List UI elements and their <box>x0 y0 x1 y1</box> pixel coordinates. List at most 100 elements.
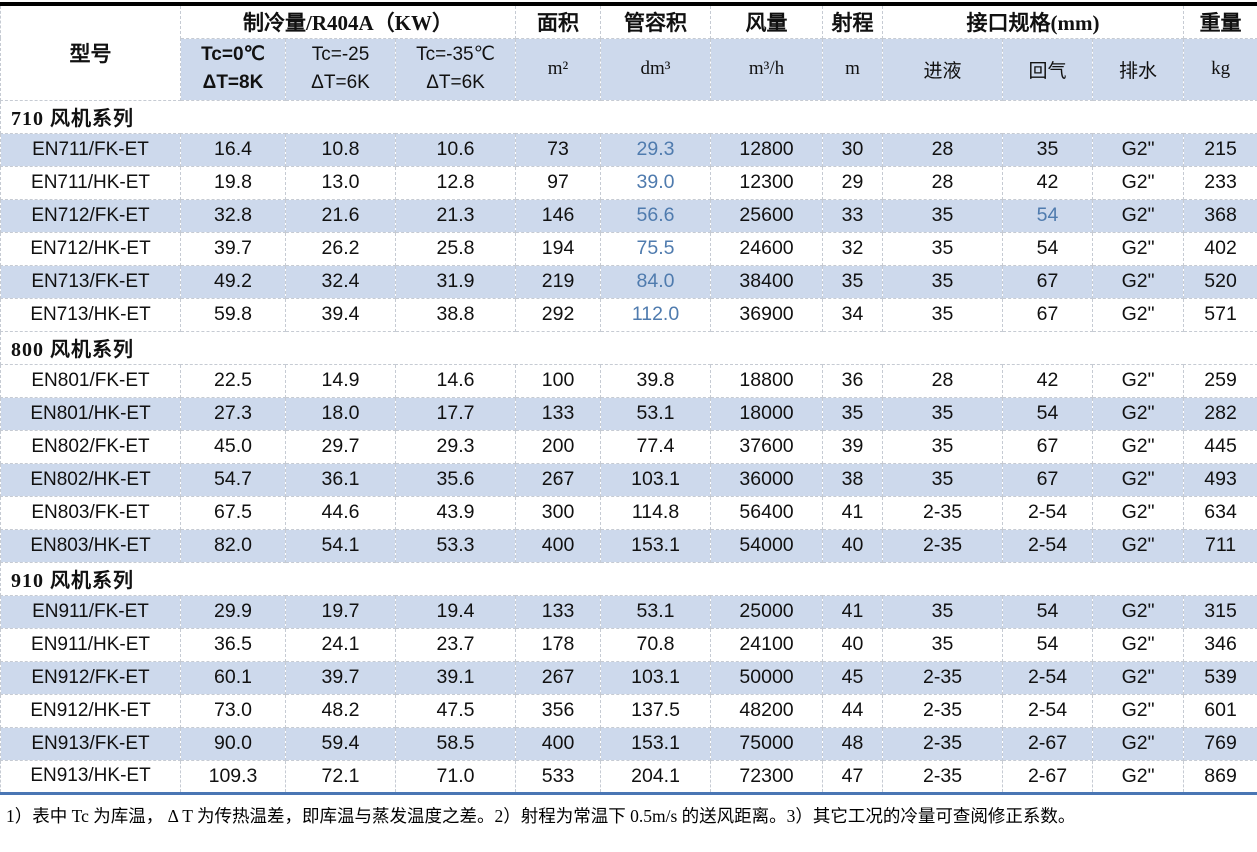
tc35-capacity-cell: 25.8 <box>394 231 517 266</box>
throw-cell: 35 <box>822 264 884 299</box>
tc35-capacity-cell: 58.5 <box>394 726 517 761</box>
tc0-condition: Tc=0℃ <box>201 43 265 65</box>
area-cell: 194 <box>515 231 602 266</box>
table-row: EN801/FK-ET 22.5 14.9 14.6 100 39.8 18800 36 28 4… <box>0 363 1257 398</box>
col-model-header: 型号 <box>0 3 181 101</box>
table-row: EN803/FK-ET 67.5 44.6 43.9 300 114.8 56400 41 2-… <box>0 495 1257 530</box>
tube-volume-cell: 39.0 <box>600 165 712 200</box>
gas-return-cell: 67 <box>1002 462 1094 497</box>
tc35-capacity-cell: 39.1 <box>394 660 517 695</box>
tc0-capacity-cell: 73.0 <box>180 693 286 728</box>
table-row: EN712/FK-ET 32.8 21.6 21.3 146 56.6 25600 33 35 5… <box>0 198 1257 233</box>
tc0-capacity-cell: 36.5 <box>180 627 286 662</box>
weight-cell: 493 <box>1183 462 1257 497</box>
throw-cell: 32 <box>822 231 884 266</box>
table-row: EN913/FK-ET 90.0 59.4 58.5 400 153.1 75000 48 2-… <box>0 726 1257 761</box>
model-cell: EN713/HK-ET <box>0 297 181 332</box>
col-area-header: 面积 <box>515 3 602 39</box>
tube-volume-cell: 84.0 <box>600 264 712 299</box>
col-group-connections: 接口规格(mm) <box>882 3 1185 39</box>
liquid-inlet-cell: 35 <box>882 627 1004 662</box>
area-cell: 100 <box>515 363 602 398</box>
gas-return-cell: 42 <box>1002 165 1094 200</box>
col-group-cooling-capacity: 制冷量/R404A（KW） <box>179 3 517 39</box>
model-cell: EN912/FK-ET <box>0 660 181 695</box>
tc25-capacity-cell: 54.1 <box>285 528 396 563</box>
drain-cell: G2" <box>1092 231 1185 266</box>
tube-volume-cell: 53.1 <box>600 396 712 431</box>
col-liquid-inlet-header: 进液 <box>882 37 1004 101</box>
tc25-capacity-cell: 39.4 <box>285 297 396 332</box>
gas-return-cell: 2-67 <box>1002 726 1094 761</box>
table-row: EN912/HK-ET 73.0 48.2 47.5 356 137.5 48200 44 2-… <box>0 693 1257 728</box>
weight-cell: 711 <box>1183 528 1257 563</box>
model-cell: EN713/FK-ET <box>0 264 181 299</box>
area-cell: 356 <box>515 693 602 728</box>
gas-return-cell: 54 <box>1002 594 1094 629</box>
col-tc0-subheader: Tc=0℃ ΔT=8K <box>180 37 286 101</box>
tc0-capacity-cell: 60.1 <box>180 660 286 695</box>
tc35-condition: Tc=-35℃ <box>416 43 495 65</box>
weight-cell: 601 <box>1183 693 1257 728</box>
tube-volume-cell: 70.8 <box>600 627 712 662</box>
tc25-capacity-cell: 72.1 <box>285 759 396 794</box>
table-row: EN711/FK-ET 16.4 10.8 10.6 73 29.3 12800 30 28 35… <box>0 132 1257 167</box>
throw-cell: 47 <box>822 759 884 794</box>
model-cell: EN912/HK-ET <box>0 693 181 728</box>
drain-cell: G2" <box>1092 396 1185 431</box>
tc25-capacity-cell: 21.6 <box>285 198 396 233</box>
throw-unit: m <box>822 37 884 101</box>
gas-return-cell: 2-54 <box>1002 528 1094 563</box>
gas-return-cell: 54 <box>1002 627 1094 662</box>
air-flow-cell: 24600 <box>710 231 824 266</box>
tc35-capacity-cell: 19.4 <box>394 594 517 629</box>
section-title: 910 风机系列 <box>0 561 1257 596</box>
tube-volume-cell: 56.6 <box>600 198 712 233</box>
liquid-inlet-cell: 35 <box>882 429 1004 464</box>
air-flow-cell: 48200 <box>710 693 824 728</box>
weight-unit: kg <box>1183 37 1257 101</box>
table-row: EN803/HK-ET 82.0 54.1 53.3 400 153.1 54000 40 2-… <box>0 528 1257 563</box>
col-drain-header: 排水 <box>1092 37 1185 101</box>
table-row: EN712/HK-ET 39.7 26.2 25.8 194 75.5 24600 32 35 5… <box>0 231 1257 266</box>
air-flow-cell: 50000 <box>710 660 824 695</box>
header-row-units: Tc=0℃ ΔT=8K Tc=-25 ΔT=6K Tc=-35℃ ΔT=6K m… <box>1 37 1257 101</box>
tube-volume-cell: 53.1 <box>600 594 712 629</box>
tube-volume-cell: 103.1 <box>600 462 712 497</box>
area-cell: 219 <box>515 264 602 299</box>
throw-cell: 40 <box>822 627 884 662</box>
tc25-capacity-cell: 39.7 <box>285 660 396 695</box>
drain-cell: G2" <box>1092 264 1185 299</box>
throw-cell: 33 <box>822 198 884 233</box>
model-cell: EN803/FK-ET <box>0 495 181 530</box>
tc25-capacity-cell: 13.0 <box>285 165 396 200</box>
area-cell: 300 <box>515 495 602 530</box>
weight-cell: 869 <box>1183 759 1257 794</box>
air-flow-cell: 75000 <box>710 726 824 761</box>
tc35-capacity-cell: 12.8 <box>394 165 517 200</box>
model-cell: EN711/HK-ET <box>0 165 181 200</box>
col-gas-return-header: 回气 <box>1002 37 1094 101</box>
tc35-capacity-cell: 43.9 <box>394 495 517 530</box>
tc0-capacity-cell: 29.9 <box>180 594 286 629</box>
table-row: EN911/FK-ET 29.9 19.7 19.4 133 53.1 25000 41 35 5… <box>0 594 1257 629</box>
throw-cell: 45 <box>822 660 884 695</box>
drain-cell: G2" <box>1092 363 1185 398</box>
area-cell: 400 <box>515 726 602 761</box>
weight-cell: 571 <box>1183 297 1257 332</box>
liquid-inlet-cell: 35 <box>882 231 1004 266</box>
table-row: EN802/HK-ET 54.7 36.1 35.6 267 103.1 36000 38 35… <box>0 462 1257 497</box>
air-flow-cell: 37600 <box>710 429 824 464</box>
weight-cell: 445 <box>1183 429 1257 464</box>
tc25-capacity-cell: 26.2 <box>285 231 396 266</box>
liquid-inlet-cell: 35 <box>882 396 1004 431</box>
gas-return-cell: 67 <box>1002 264 1094 299</box>
model-cell: EN802/HK-ET <box>0 462 181 497</box>
throw-cell: 39 <box>822 429 884 464</box>
air-flow-cell: 12800 <box>710 132 824 167</box>
area-cell: 200 <box>515 429 602 464</box>
table-row: EN711/HK-ET 19.8 13.0 12.8 97 39.0 12300 29 28 42… <box>0 165 1257 200</box>
area-cell: 133 <box>515 594 602 629</box>
gas-return-cell: 42 <box>1002 363 1094 398</box>
section-title: 800 风机系列 <box>0 330 1257 365</box>
